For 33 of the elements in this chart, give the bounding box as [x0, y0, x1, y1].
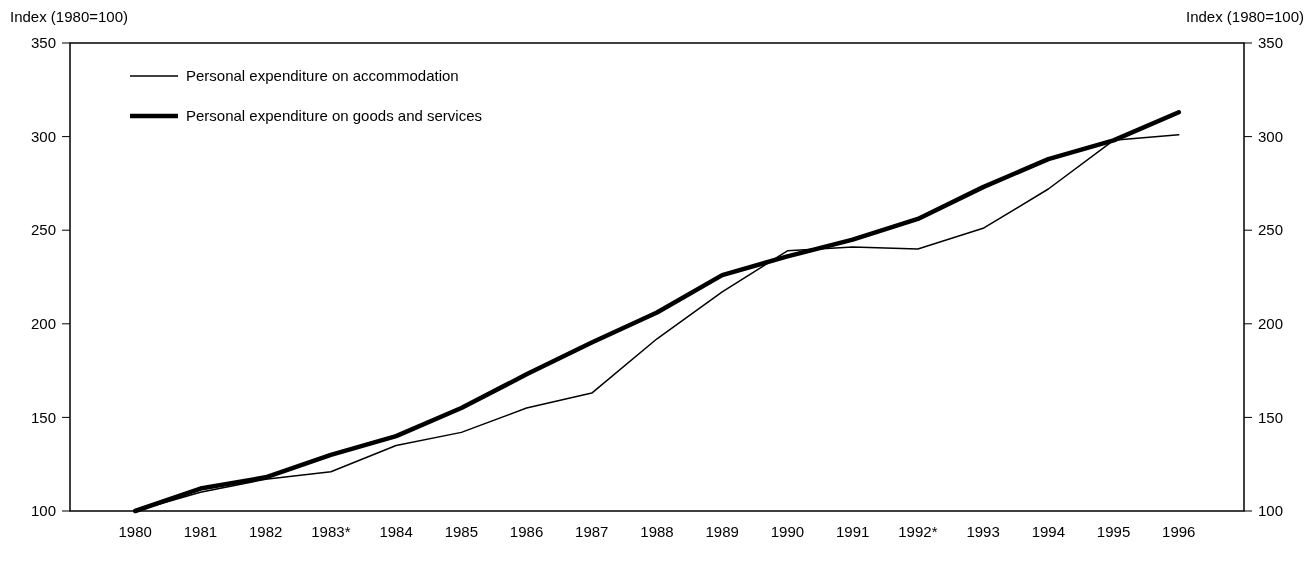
y2-tick-label: 250	[1258, 221, 1284, 239]
x-tick-label: 1984	[379, 523, 413, 540]
x-tick-label: 1980	[118, 523, 152, 540]
x-tick-label: 1985	[444, 523, 479, 540]
y2-tick-label: 100	[1258, 502, 1284, 520]
y-tick-label: 200	[30, 315, 56, 333]
x-tick-label: 1988	[640, 523, 674, 540]
y-axis-title: Index (1980=100)	[10, 8, 129, 25]
y-tick-label: 350	[30, 34, 56, 52]
y2-tick-label: 200	[1258, 315, 1284, 333]
legend-label: Personal expenditure on accommodation	[186, 67, 459, 85]
x-tick-label: 1992*	[898, 523, 938, 540]
x-tick-label: 1986	[509, 523, 544, 540]
x-tick-label: 1993	[966, 523, 1000, 540]
x-tick-label: 1989	[705, 523, 739, 540]
x-tick-label: 1991	[835, 523, 870, 540]
y2-axis-title: Index (1980=100)	[1185, 8, 1304, 25]
y2-tick-label: 350	[1258, 34, 1284, 52]
x-tick-label: 1982	[248, 523, 283, 540]
x-tick-label: 1996	[1162, 523, 1196, 540]
y-tick-label: 100	[30, 502, 56, 520]
x-tick-label: 1995	[1096, 523, 1131, 540]
x-tick-label: 1990	[770, 523, 805, 540]
x-tick-label: 1983*	[311, 523, 351, 540]
y-tick-label: 150	[30, 408, 56, 426]
y2-tick-label: 150	[1258, 408, 1284, 426]
x-tick-label: 1981	[183, 523, 218, 540]
legend-label: Personal expenditure on goods and services	[186, 107, 483, 125]
y2-tick-label: 300	[1258, 127, 1284, 145]
x-tick-label: 1987	[575, 523, 609, 540]
x-tick-label: 1994	[1031, 523, 1066, 540]
y-tick-label: 300	[30, 127, 56, 145]
y-tick-label: 250	[30, 221, 56, 239]
